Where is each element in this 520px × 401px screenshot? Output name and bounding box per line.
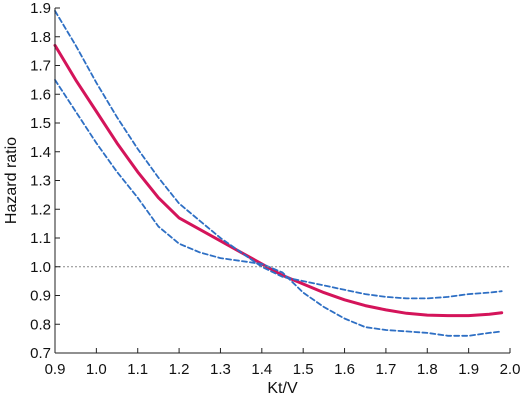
y-tick-label: 1.7 xyxy=(30,58,51,75)
x-tick-label: 1.9 xyxy=(458,361,479,378)
y-tick-label: 1.4 xyxy=(30,144,51,161)
x-axis-ticks: 0.9 1.0 1.1 1.2 1.3 1.4 1.5 1.6 1.7 1.8 1.9 2.0 xyxy=(45,348,520,378)
x-tick-label: 1.0 xyxy=(86,361,107,378)
upper-ci-curve xyxy=(54,10,503,300)
x-tick-label: 1.8 xyxy=(417,361,438,378)
lower-ci-curve xyxy=(54,79,503,337)
y-tick-label: 1.6 xyxy=(30,86,51,103)
y-tick-label: 1.2 xyxy=(30,201,51,218)
y-tick-label: 1.5 xyxy=(30,115,51,132)
y-axis-title: Hazard ratio xyxy=(3,137,20,224)
y-tick-label: 1.1 xyxy=(30,230,51,247)
x-tick-label: 1.5 xyxy=(293,361,314,378)
x-axis-title: Kt/V xyxy=(267,380,298,397)
y-tick-label: 1.0 xyxy=(30,259,51,276)
x-tick-label: 1.3 xyxy=(210,361,231,378)
y-tick-label: 0.8 xyxy=(30,316,51,333)
series-layer xyxy=(53,10,504,337)
x-tick-label: 2.0 xyxy=(500,361,520,378)
x-tick-label: 1.2 xyxy=(169,361,190,378)
y-tick-label: 0.9 xyxy=(30,288,51,305)
y-tick-label: 1.3 xyxy=(30,173,51,190)
plot-area: 0.9 1.0 1.1 1.2 1.3 1.4 1.5 1.6 1.7 1.8 1.9 2.0 0.7… xyxy=(30,0,520,378)
hazard-ratio-curve xyxy=(53,43,504,318)
x-tick-label: 1.6 xyxy=(334,361,355,378)
x-tick-label: 0.9 xyxy=(45,361,66,378)
y-tick-label: 1.8 xyxy=(30,29,51,46)
y-axis-ticks: 0.7 0.8 0.9 1.0 1.1 1.2 1.3 1.4 1.5 1.6 1.7 1.8 1.9 xyxy=(30,0,60,362)
y-tick-label: 0.7 xyxy=(30,345,51,362)
x-tick-label: 1.4 xyxy=(251,361,272,378)
x-tick-label: 1.1 xyxy=(127,361,148,378)
y-tick-label: 1.9 xyxy=(30,0,51,17)
x-tick-label: 1.7 xyxy=(375,361,396,378)
